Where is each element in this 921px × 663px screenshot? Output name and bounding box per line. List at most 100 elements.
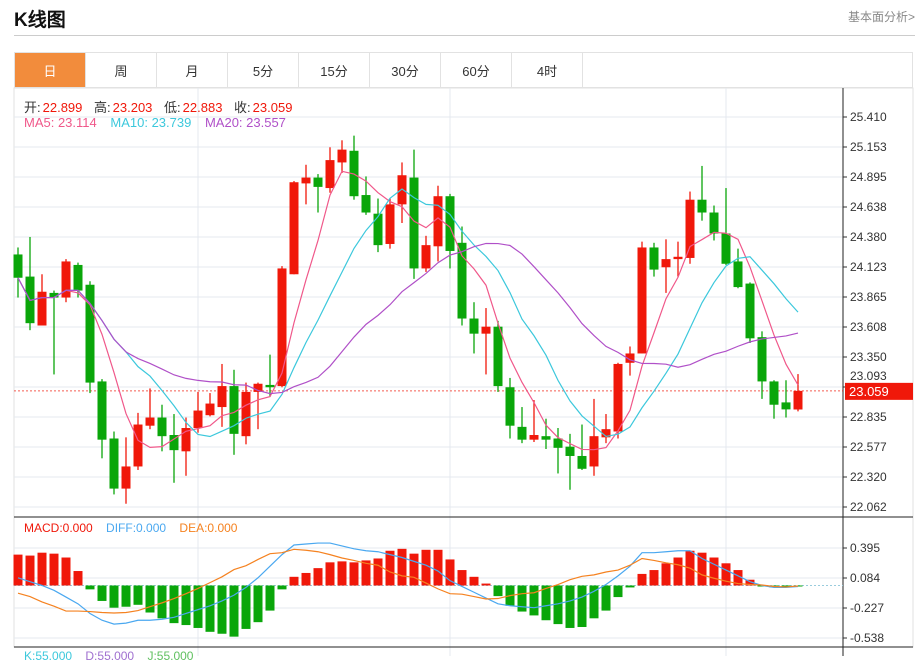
tab-3[interactable]: 5分 <box>228 53 299 87</box>
candle-up <box>793 390 803 410</box>
divider <box>14 35 915 36</box>
tab-1[interactable]: 周 <box>86 53 157 87</box>
y-tick-label: 23.350 <box>850 350 887 364</box>
macd-value: MACD:0.000 <box>24 521 93 535</box>
candle-up <box>301 177 311 184</box>
candle-up <box>181 428 191 452</box>
macd-bar <box>373 558 383 586</box>
candle-down <box>709 212 719 234</box>
macd-bar <box>565 585 575 628</box>
candle-up <box>325 160 335 189</box>
macd-bar <box>37 552 47 586</box>
candle-up <box>637 247 647 354</box>
d-value: D:55.000 <box>85 649 135 663</box>
ma5-line <box>17 170 799 451</box>
macd-bar <box>589 585 599 619</box>
candle-up <box>601 429 611 438</box>
macd-bar <box>493 585 503 597</box>
tab-6[interactable]: 60分 <box>441 53 512 87</box>
macd-bar <box>205 585 215 632</box>
macd-bar <box>409 553 419 586</box>
candle-down <box>577 455 587 469</box>
y-tick-label: 24.638 <box>850 200 887 214</box>
macd-bar <box>457 570 467 586</box>
macd-bar <box>85 585 95 590</box>
ma10-line <box>17 188 799 438</box>
candle-up <box>397 175 407 205</box>
candle-up <box>661 259 671 268</box>
ma-info: MA5: 23.114 MA10: 23.739 MA20: 23.557 <box>24 115 288 130</box>
macd-bar <box>25 555 35 586</box>
close-value: 23.059 <box>252 100 293 115</box>
macd-bar <box>73 571 83 586</box>
macd-bar <box>649 570 659 586</box>
ma20-line <box>17 242 799 395</box>
y-tick-label: 24.895 <box>850 170 887 184</box>
macd-bar <box>697 552 707 586</box>
macd-bar <box>469 576 479 586</box>
candle-down <box>505 387 515 426</box>
macd-bar <box>529 585 539 616</box>
macd-bar <box>61 557 71 586</box>
macd-y-tick-label: -0.538 <box>850 631 884 645</box>
macd-bar <box>625 585 635 588</box>
k-value: K:55.000 <box>24 649 73 663</box>
macd-bar <box>169 585 179 624</box>
candle-down <box>781 402 791 410</box>
macd-bar <box>637 573 647 586</box>
macd-bar <box>49 553 59 586</box>
diff-line <box>17 542 799 625</box>
tab-5[interactable]: 30分 <box>370 53 441 87</box>
tab-7[interactable]: 4时 <box>512 53 583 87</box>
macd-bar <box>361 560 371 586</box>
macd-bar <box>397 548 407 586</box>
macd-bar <box>133 585 143 605</box>
macd-bar <box>481 583 491 586</box>
candle-down <box>649 247 659 270</box>
macd-bar <box>517 585 527 612</box>
tab-2[interactable]: 月 <box>157 53 228 87</box>
candle-down <box>229 386 239 434</box>
candle-down <box>733 261 743 288</box>
candle-down <box>517 426 527 440</box>
macd-bar <box>385 550 395 586</box>
y-tick-label: 24.380 <box>850 230 887 244</box>
macd-bar <box>229 585 239 637</box>
tab-4[interactable]: 15分 <box>299 53 370 87</box>
candle-down <box>73 264 83 291</box>
open-label: 开: <box>24 100 41 115</box>
candle-down <box>361 195 371 213</box>
macd-bar <box>709 557 719 586</box>
high-value: 23.203 <box>112 100 153 115</box>
candle-down <box>265 384 275 388</box>
candle-up <box>205 403 215 416</box>
candle-down <box>469 318 479 334</box>
y-tick-label: 24.123 <box>850 260 887 274</box>
macd-bar <box>349 562 359 586</box>
candle-down <box>493 326 503 387</box>
fundamental-analysis-link[interactable]: 基本面分析> <box>847 10 915 24</box>
macd-bar <box>109 585 119 608</box>
candle-up <box>217 386 227 408</box>
macd-bar <box>277 585 287 590</box>
macd-bar <box>301 572 311 586</box>
macd-bar <box>337 561 347 586</box>
macd-bar <box>445 559 455 586</box>
candle-up <box>433 196 443 247</box>
open-value: 22.899 <box>42 100 83 115</box>
candle-down <box>457 242 467 319</box>
current-price-label: 23.059 <box>849 384 889 399</box>
macd-bar <box>781 585 791 587</box>
ma5-value: MA5: 23.114 <box>24 115 97 130</box>
tab-0[interactable]: 日 <box>15 53 86 87</box>
macd-bar <box>97 585 107 601</box>
candle-down <box>373 213 383 246</box>
candle-up <box>625 353 635 363</box>
candle-down <box>49 292 59 298</box>
macd-bar <box>217 585 227 634</box>
candle-down <box>157 417 167 437</box>
macd-bar <box>157 585 167 619</box>
candle-down <box>169 435 179 451</box>
chart-frame <box>13 87 914 648</box>
